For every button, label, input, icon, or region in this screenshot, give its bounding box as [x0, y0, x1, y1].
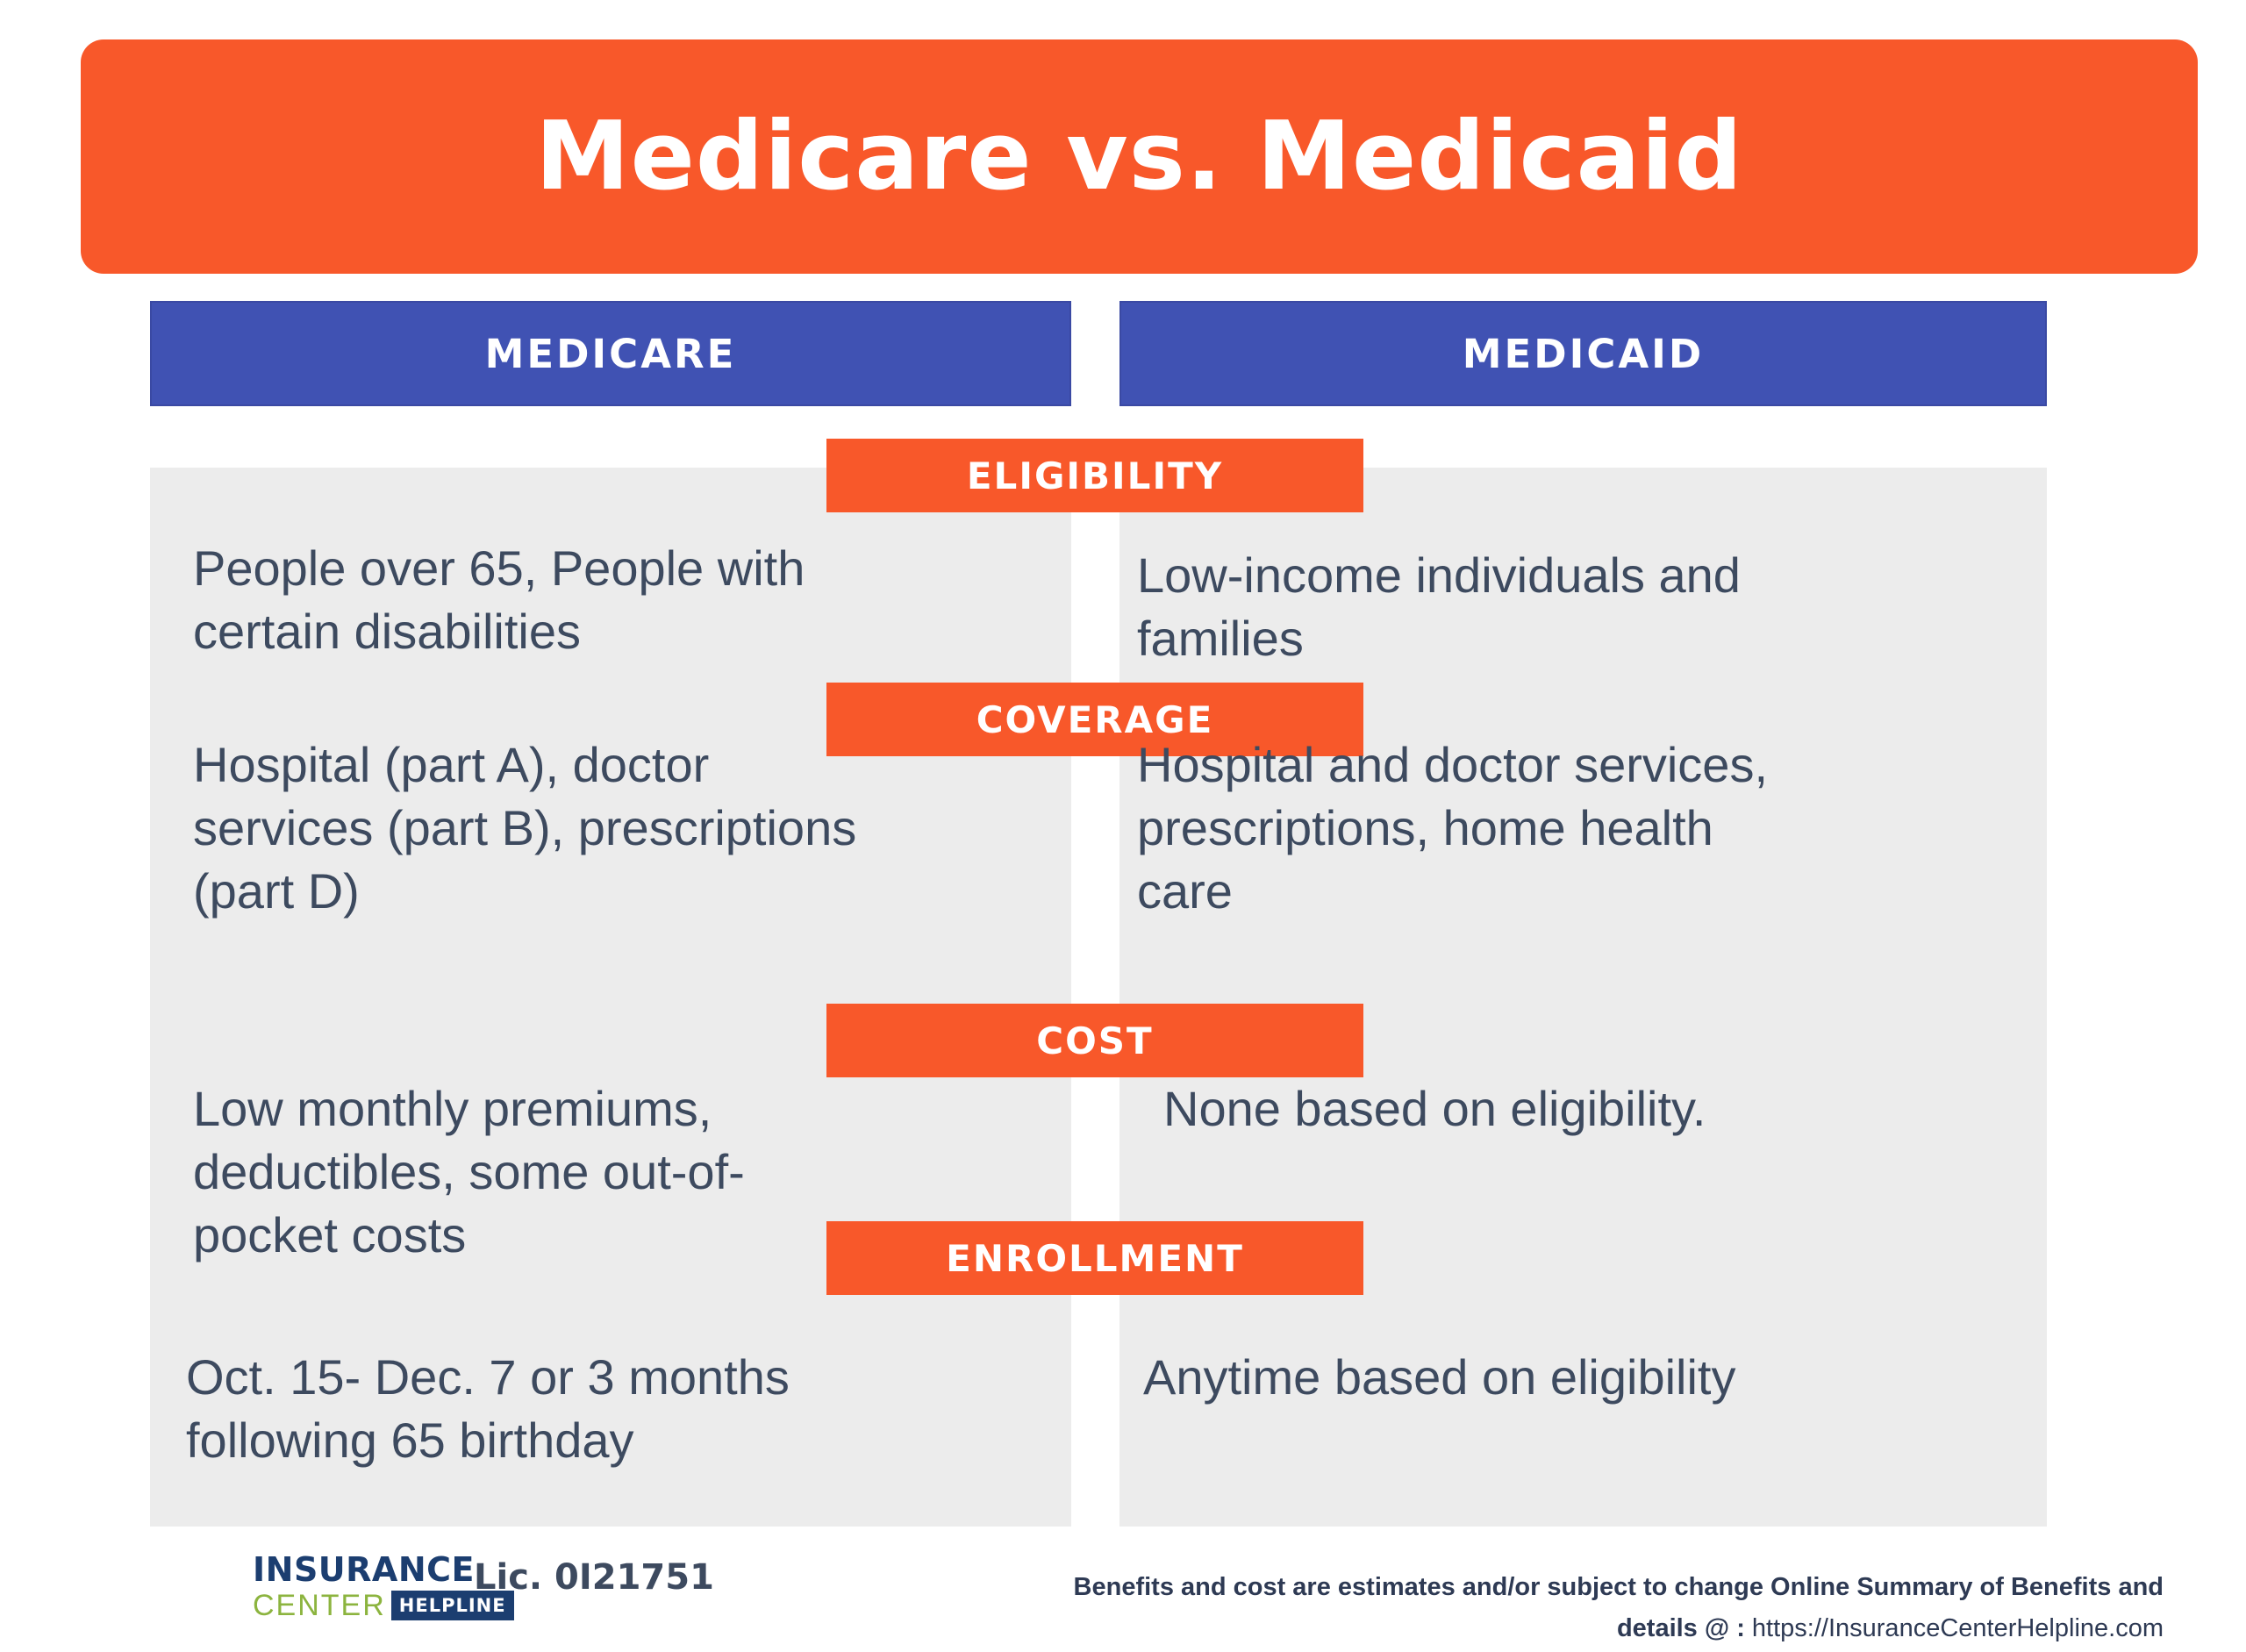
cell-coverage-medicare: Hospital (part A), doctor services (part… [193, 737, 857, 919]
medicare-column-background [150, 468, 1071, 1527]
section-label-coverage: COVERAGE [826, 683, 1363, 756]
page-title: Medicare vs. Medicaid [535, 102, 1743, 211]
disclaimer-line2: details @ : https://InsuranceCenterHelpl… [1074, 1608, 2164, 1649]
logo-insurance-text: INSURANCE [253, 1550, 475, 1589]
cell-cost-medicaid: None based on eligibility. [1163, 1081, 1706, 1136]
website-link[interactable]: https://InsuranceCenterHelpline.com [1751, 1614, 2164, 1642]
insurance-center-helpline-logo: INSURANCE CENTER HELPLINE [253, 1551, 514, 1621]
section-label-eligibility: ELIGIBILITY [826, 439, 1363, 512]
column-header-medicare: MEDICARE [150, 301, 1071, 406]
cell-eligibility-medicaid: Low-income individuals and families [1137, 547, 1741, 666]
license-number: Lic. 0I21751 [474, 1557, 714, 1598]
column-header-medicaid: MEDICAID [1119, 301, 2047, 406]
cell-eligibility-medicare: People over 65, People with certain disa… [193, 540, 805, 659]
cell-cost-medicare: Low monthly premiums, deductibles, some … [193, 1081, 745, 1262]
logo-helpline-badge: HELPLINE [390, 1591, 514, 1620]
logo-center-text: CENTER [253, 1589, 386, 1622]
disclaimer-details-label: details @ : [1616, 1614, 1745, 1642]
cell-enrollment-medicare: Oct. 15- Dec. 7 or 3 months following 65… [186, 1349, 790, 1468]
title-banner: Medicare vs. Medicaid [81, 39, 2198, 274]
disclaimer-line1: Benefits and cost are estimates and/or s… [1073, 1573, 2164, 1601]
cell-coverage-medicaid: Hospital and doctor services, prescripti… [1137, 737, 1769, 919]
cell-enrollment-medicaid: Anytime based on eligibility [1143, 1349, 1736, 1405]
section-label-enrollment: ENROLLMENT [826, 1221, 1363, 1295]
section-label-cost: COST [826, 1004, 1363, 1077]
medicaid-column-background [1119, 468, 2047, 1527]
disclaimer: Benefits and cost are estimates and/or s… [1074, 1567, 2164, 1649]
logo-second-line: CENTER HELPLINE [253, 1590, 514, 1621]
